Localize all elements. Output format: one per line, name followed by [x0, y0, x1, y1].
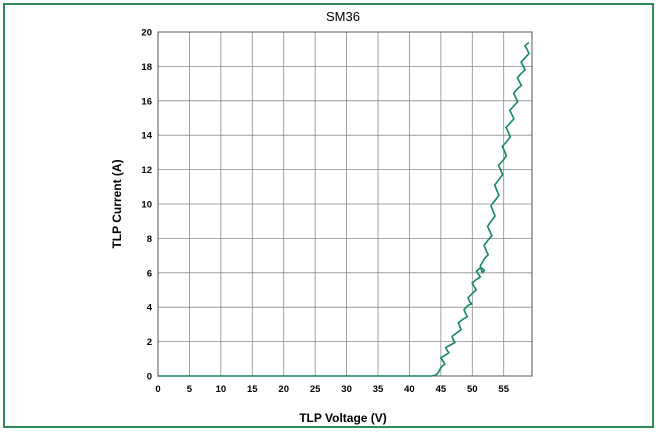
x-axis-ticks: 0 5 10 15 20 25 30 35 40 45 50 55: [155, 384, 509, 395]
y-tick-label: 18: [141, 62, 152, 73]
y-tick-label: 0: [147, 372, 152, 383]
x-tick-label: 45: [436, 384, 447, 395]
x-tick-label: 15: [247, 384, 258, 395]
y-tick-label: 10: [141, 200, 152, 211]
y-axis-label: TLP Current (A): [110, 159, 124, 248]
x-tick-label: 35: [373, 384, 384, 395]
y-tick-label: 8: [147, 234, 152, 245]
y-tick-label: 4: [147, 303, 153, 314]
y-axis-ticks: 0 2 4 6 8 10 12 14 16 18 20: [141, 28, 152, 383]
x-tick-label: 10: [216, 384, 227, 395]
x-tick-label: 40: [404, 384, 415, 395]
y-tick-label: 2: [147, 337, 152, 348]
x-tick-label: 25: [310, 384, 321, 395]
chart-frame: [3, 3, 654, 428]
x-tick-label: 5: [187, 384, 193, 395]
chart-title: SM36: [326, 9, 360, 24]
y-tick-label: 14: [141, 131, 152, 142]
x-tick-label: 30: [341, 384, 352, 395]
x-tick-label: 50: [467, 384, 478, 395]
x-tick-label: 0: [155, 384, 160, 395]
y-tick-label: 12: [141, 165, 152, 176]
y-tick-label: 20: [141, 28, 152, 39]
x-tick-label: 55: [498, 384, 509, 395]
y-tick-label: 16: [141, 96, 152, 107]
x-tick-label: 20: [278, 384, 289, 395]
grid: [157, 31, 532, 377]
y-tick-label: 6: [147, 268, 152, 279]
x-axis-label: TLP Voltage (V): [299, 411, 387, 425]
series-line: [158, 41, 530, 377]
